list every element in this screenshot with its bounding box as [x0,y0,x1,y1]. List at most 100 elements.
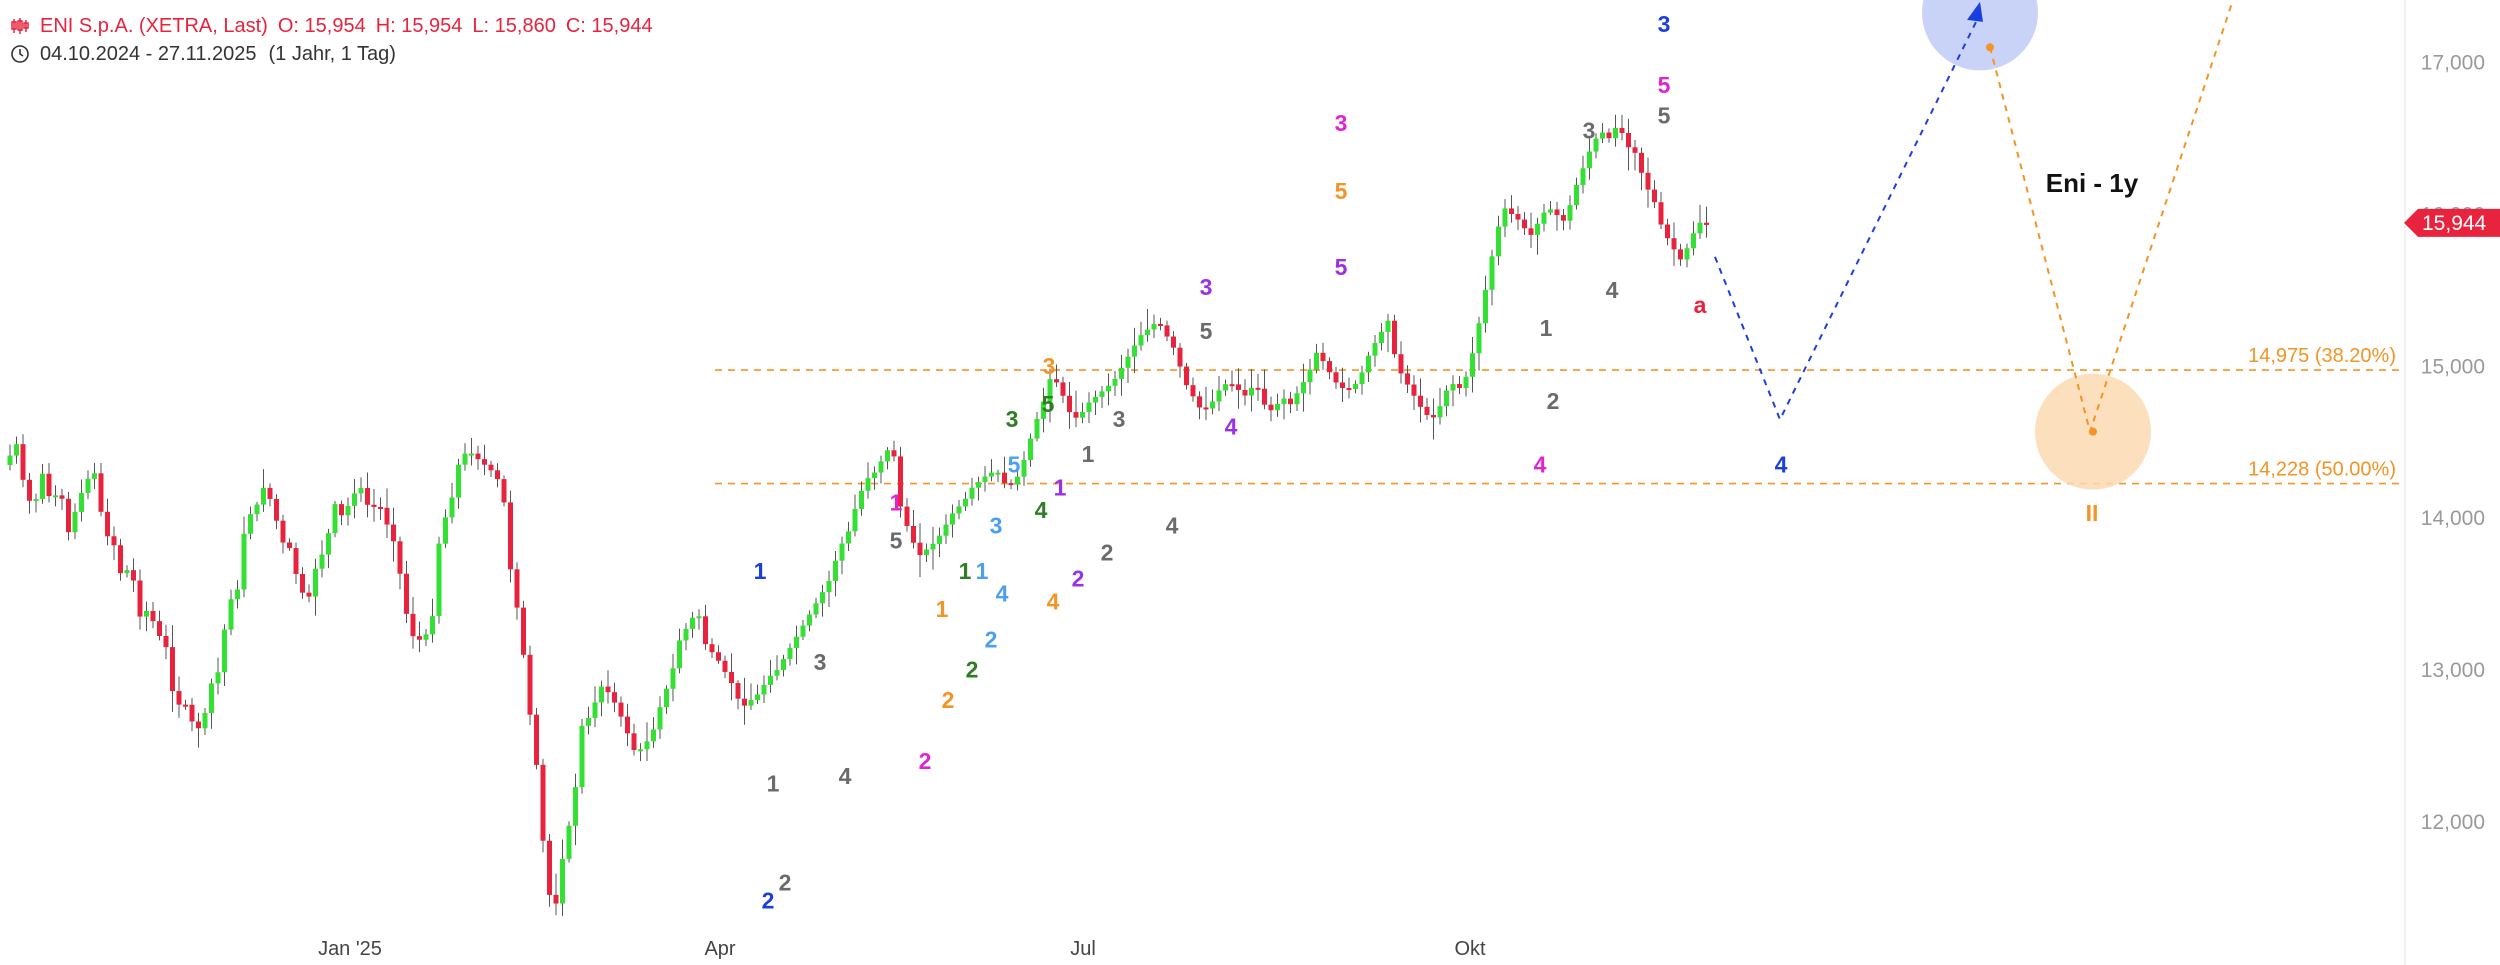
candle-body [1502,208,1508,227]
candle-body [449,497,455,518]
candle-body [846,531,851,544]
wave-label: 1 [936,596,949,622]
candle-body [488,464,494,471]
candle-body [1242,389,1248,396]
candle-body [1106,385,1111,392]
candle-body [534,714,539,765]
wave-label: 2 [1101,540,1114,566]
y-tick-label: 14,000 [2421,507,2485,530]
candle-body [345,505,351,516]
period-label: (1 Jahr, 1 Tag) [268,42,396,65]
candle-body [157,621,162,636]
candle-body [274,498,279,521]
candle-body [612,692,617,703]
candle-body [794,636,799,648]
candle-body [865,478,871,491]
candle-body [1522,219,1527,229]
last-price-tag: 15,944 [2404,208,2500,237]
candle-body [1639,152,1644,173]
wave-label: a [1694,292,1707,318]
candle-body [1496,226,1501,257]
candle-body [163,635,169,648]
candle-body [1424,406,1430,415]
candle-body [787,647,793,660]
candle-body [748,700,754,706]
time-axis[interactable]: Jan '25 Apr Jul Okt [318,938,1486,960]
candle-body [963,498,968,507]
candle-body [1444,390,1449,407]
chart-title: Eni - 1y [2046,168,2139,198]
close-value: C: 15,944 [565,14,653,37]
projection-path [1989,0,2235,436]
low-value: L: 15,860 [472,14,556,37]
candle-body [755,694,760,701]
candle-body [1535,223,1540,235]
candle-body [592,702,598,718]
candle-body [1320,352,1326,362]
candle-body [1158,323,1163,326]
candle-body [501,479,507,503]
wave-label: 4 [1047,588,1060,614]
candle-body [1528,228,1534,235]
candle-body [228,599,234,630]
candle-body [670,668,676,689]
x-tick-label: Jul [1070,938,1096,960]
y-tick-label: 15,000 [2421,355,2485,378]
candle-body [1411,384,1417,396]
wave-label: 4 [1166,512,1179,538]
candle-body [1314,352,1319,370]
candle-body [924,549,929,556]
wave-label: 3 [990,512,1003,538]
candle-body [885,450,890,462]
candle-body [456,464,461,498]
candle-body [631,733,637,751]
candle-body [287,542,292,549]
y-tick-label: 13,000 [2421,659,2485,682]
clock-icon [11,45,29,63]
wave-label: 5 [1658,102,1671,128]
candle-body [1658,202,1664,225]
candle-body [1047,379,1053,402]
candle-body [917,542,923,556]
candle-body [1125,356,1131,368]
retracement-label: 14,975 (38.20%) [2248,345,2396,367]
candle-body [118,545,123,574]
candle-body [423,634,429,640]
wave-label: 2 [966,657,979,683]
candle-body [397,541,403,574]
candle-body [1593,138,1599,152]
candle-body [404,573,409,614]
candle-body [1353,384,1358,390]
wave-label: 5 [890,528,903,554]
candle-body [1008,483,1014,486]
candle-body [391,524,396,542]
candle-body [46,473,52,497]
candle-body [1678,249,1683,260]
candle-body [144,610,149,617]
candle-body [820,592,825,604]
candle-body [1483,289,1488,324]
chart-header: ENI S.p.A. (XETRA, Last) O: 15,954 H: 15… [10,12,663,68]
candle-body [1281,398,1287,404]
candle-body [579,725,585,788]
candle-body [943,524,949,536]
candle-body [800,625,806,637]
candle-body [1398,354,1404,374]
candle-body [150,610,156,622]
wave-label: 2 [919,748,932,774]
candle-body [137,580,143,617]
candle-body [85,478,91,493]
candle-body [319,554,325,569]
wave-label: 1 [767,771,780,797]
candle-body [1177,347,1183,367]
candle-body [644,741,650,750]
candle-body [1333,372,1339,383]
candle-body [768,675,773,685]
price-axis[interactable]: 12,00013,00014,00015,00016,00017,00018,0… [2421,0,2485,835]
candle-body [332,504,338,534]
candle-body [261,487,266,505]
candle-body [124,570,130,574]
candle-body [1112,378,1118,386]
candle-body [72,511,78,533]
